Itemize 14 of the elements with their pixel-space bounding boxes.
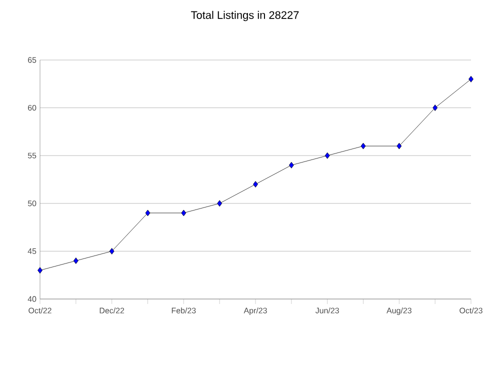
point [253,181,258,188]
point [432,104,438,111]
point [396,142,402,150]
point [38,267,42,274]
point [109,248,114,254]
point [145,210,150,216]
point [468,76,474,82]
point [73,258,78,264]
point [288,162,294,168]
point [217,200,222,207]
chart-title: Total Listings in 28227 [191,10,299,22]
point [324,152,330,159]
point [181,210,186,216]
point [360,142,366,150]
